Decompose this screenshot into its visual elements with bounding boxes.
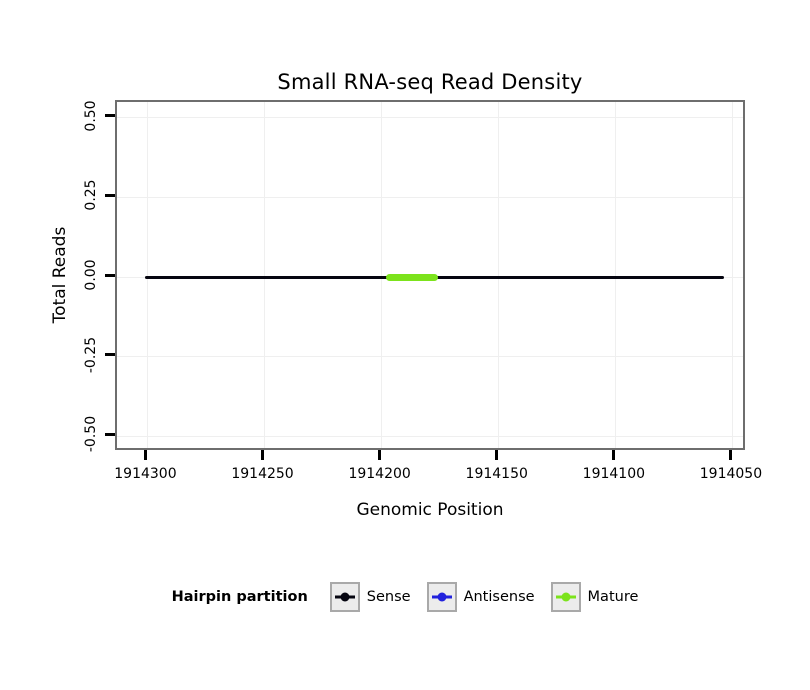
legend-item-antisense: Antisense [426, 582, 535, 612]
legend-title: Hairpin partition [171, 589, 308, 605]
x-gridline [146, 102, 148, 448]
x-gridline [732, 102, 734, 448]
x-tick-label: 1914050 [699, 466, 763, 482]
x-gridline [264, 102, 266, 448]
legend-dot-mature [561, 592, 571, 602]
y-tick-label: 0.00 [83, 259, 99, 291]
y-tick-mark [105, 273, 115, 277]
x-tick-label: 1914200 [348, 466, 411, 482]
x-tick-mark [612, 450, 616, 460]
legend-dot-antisense [437, 592, 447, 602]
x-tick-mark [495, 450, 499, 460]
legend-dot-sense [340, 592, 350, 602]
x-tick-label: 1914300 [114, 466, 177, 482]
plot-panel [115, 100, 745, 450]
x-gridline [498, 102, 500, 448]
series-line-mature [386, 273, 438, 281]
y-tick-mark [105, 114, 115, 118]
y-gridline [117, 435, 743, 437]
x-tick-label: 1914100 [582, 466, 646, 482]
chart-title: Small RNA-seq Read Density [277, 70, 583, 94]
y-tick-mark [105, 353, 115, 357]
x-tick-label: 1914150 [465, 466, 528, 482]
y-tick-mark [105, 193, 115, 197]
legend: Hairpin partition Sense Antisense Mature [0, 581, 810, 613]
legend-label-antisense: Antisense [463, 589, 535, 605]
legend-item-mature: Mature [550, 582, 639, 612]
y-gridline [117, 356, 743, 358]
y-axis-title: Total Reads [50, 226, 70, 324]
x-tick-mark [143, 450, 147, 460]
y-gridline [117, 196, 743, 198]
x-tick-mark [378, 450, 382, 460]
y-tick-mark [105, 432, 115, 436]
y-gridline [117, 117, 743, 119]
x-tick-mark [729, 450, 733, 460]
legend-key-antisense [426, 582, 457, 612]
x-tick-label: 1914250 [231, 466, 294, 482]
y-tick-label: 0.25 [83, 179, 99, 212]
legend-key-mature [550, 582, 581, 612]
x-tick-mark [261, 450, 265, 460]
legend-label-sense: Sense [366, 589, 411, 605]
x-gridline [615, 102, 617, 448]
y-tick-label: -0.50 [83, 415, 99, 453]
legend-key-sense [329, 582, 360, 612]
x-axis-title: Genomic Position [356, 500, 504, 520]
legend-label-mature: Mature [587, 589, 639, 605]
legend-item-sense: Sense [329, 582, 411, 612]
x-gridline [381, 102, 383, 448]
y-tick-label: 0.50 [83, 100, 99, 132]
y-tick-label: -0.25 [83, 336, 99, 373]
